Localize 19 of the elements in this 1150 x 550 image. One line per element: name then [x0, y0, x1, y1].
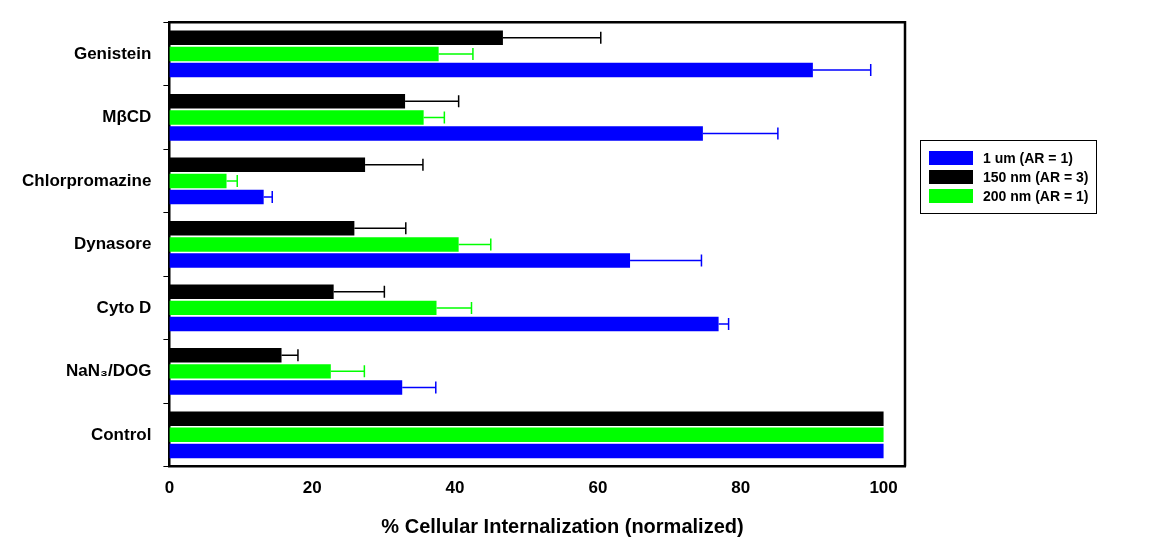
x-tick-label: 20: [302, 478, 322, 498]
y-tick-label: Dynasore: [73, 234, 152, 254]
y-tick-label: Cyto D: [96, 297, 152, 317]
bar: [169, 427, 884, 443]
y-tick-label: Genistein: [73, 43, 152, 63]
y-tick-label: Control: [90, 424, 152, 444]
x-axis-title: % Cellular Internalization (normalized): [380, 515, 745, 538]
y-tick-label: MβCD: [102, 107, 152, 127]
legend-label: 150 nm (AR = 3): [983, 169, 1089, 185]
x-tick-label: 80: [731, 478, 751, 498]
y-tick-label: Chlorpromazine: [21, 170, 152, 190]
y-tick-label: NaN₃/DOG: [66, 361, 152, 381]
bar: [169, 443, 884, 459]
legend-label: 200 nm (AR = 1): [983, 188, 1089, 204]
x-tick-label: 40: [445, 478, 465, 498]
x-tick-label: 0: [164, 478, 175, 498]
x-tick-label: 100: [869, 478, 898, 498]
x-tick-label: 60: [588, 478, 608, 498]
legend-label: 1 um (AR = 1): [983, 150, 1073, 166]
